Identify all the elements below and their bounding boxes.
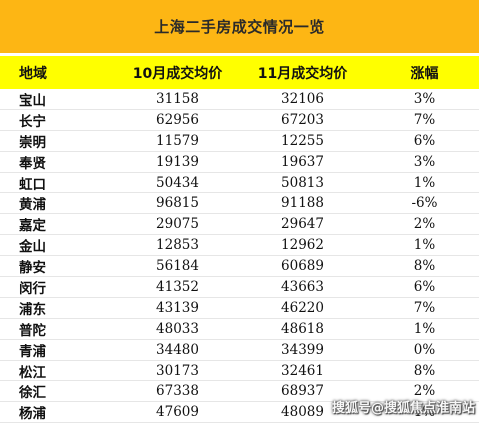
cell-nov-price: 29647 (281, 216, 324, 233)
cell-oct-price: 41352 (156, 278, 199, 295)
cell-area: 虹口 (19, 176, 46, 193)
cell-oct-price: 29075 (156, 216, 199, 233)
cell-nov-price: 19637 (281, 153, 324, 170)
cell-change: 7% (413, 299, 436, 316)
cell-area: 金山 (19, 239, 46, 256)
table-row: 杨浦 47609 48089 1% (0, 402, 479, 424)
table-row: 普陀 48033 48618 1% (0, 319, 479, 340)
cell-oct-price: 56184 (156, 258, 199, 275)
cell-oct-price: 67338 (156, 383, 199, 400)
table-row: 奉贤 19139 19637 3% (0, 152, 479, 173)
table-row: 金山 12853 12962 1% (0, 235, 479, 257)
cell-oct-price: 12853 (156, 237, 199, 254)
header-area: 地域 (19, 65, 47, 82)
cell-oct-price: 31158 (156, 90, 199, 107)
cell-area: 杨浦 (19, 406, 46, 423)
cell-nov-price: 12962 (281, 237, 324, 254)
cell-change: 1% (413, 174, 436, 191)
cell-oct-price: 34480 (156, 341, 199, 358)
cell-area: 青浦 (19, 343, 46, 360)
cell-oct-price: 11579 (156, 132, 199, 149)
cell-area: 闵行 (19, 280, 46, 297)
cell-change: 0% (413, 341, 436, 358)
header-oct-price: 10月成交均价 (132, 65, 223, 82)
cell-change: 1% (413, 237, 436, 254)
cell-nov-price: 34399 (281, 341, 324, 358)
table-row: 黄浦 96815 91188 -6% (0, 193, 479, 215)
table-row: 徐汇 67338 68937 2% (0, 381, 479, 403)
title-bar: 上海二手房成交情况一览 (0, 0, 479, 53)
table-row: 虹口 50434 50813 1% (0, 173, 479, 194)
table-row: 青浦 34480 34399 0% (0, 340, 479, 361)
cell-change: 6% (413, 132, 436, 149)
cell-oct-price: 96815 (156, 195, 199, 212)
header-change: 涨幅 (410, 65, 439, 82)
cell-change: 1% (413, 404, 436, 421)
cell-change: 8% (413, 362, 436, 379)
cell-change: 3% (413, 90, 436, 107)
watermark: 搜狐号@搜狐焦点淮南站 (331, 401, 475, 416)
cell-nov-price: 60689 (281, 258, 324, 275)
cell-change: 8% (413, 258, 436, 275)
table-row: 静安 56184 60689 8% (0, 256, 479, 278)
cell-nov-price: 32461 (281, 362, 324, 379)
cell-nov-price: 46220 (281, 299, 324, 316)
cell-nov-price: 91188 (281, 195, 324, 212)
cell-area: 徐汇 (19, 385, 46, 402)
cell-area: 静安 (19, 260, 46, 277)
cell-nov-price: 50813 (281, 174, 324, 191)
cell-area: 崇明 (19, 134, 46, 151)
cell-area: 宝山 (19, 92, 46, 109)
table-body: 宝山 31158 32106 3% 长宁 62956 67203 7% 崇明 11579 12255… (0, 89, 479, 424)
table-row: 闵行 41352 43663 6% (0, 277, 479, 298)
cell-nov-price: 12255 (281, 132, 324, 149)
cell-oct-price: 62956 (156, 111, 199, 128)
header-nov-price: 11月成交均价 (257, 65, 348, 82)
cell-change: -6% (411, 195, 438, 212)
cell-nov-price: 32106 (281, 90, 324, 107)
cell-area: 普陀 (19, 322, 46, 339)
cell-nov-price: 48618 (281, 320, 324, 337)
cell-change: 2% (413, 216, 436, 233)
cell-nov-price: 67203 (281, 111, 324, 128)
table-row: 浦东 43139 46220 7% (0, 298, 479, 319)
table-header: 地域 10月成交均价 11月成交均价 涨幅 (0, 56, 479, 89)
cell-change: 1% (413, 320, 436, 337)
cell-change: 3% (413, 153, 436, 170)
cell-change: 2% (413, 383, 436, 400)
cell-change: 7% (413, 111, 436, 128)
cell-area: 松江 (19, 364, 46, 381)
cell-oct-price: 19139 (156, 153, 199, 170)
cell-oct-price: 47609 (156, 404, 199, 421)
cell-nov-price: 48089 (281, 404, 324, 421)
cell-nov-price: 68937 (281, 383, 324, 400)
cell-oct-price: 43139 (156, 299, 199, 316)
cell-area: 黄浦 (19, 197, 46, 214)
cell-area: 浦东 (19, 301, 46, 318)
cell-nov-price: 43663 (281, 278, 324, 295)
table-row: 崇明 11579 12255 6% (0, 131, 479, 152)
page-title: 上海二手房成交情况一览 (154, 18, 325, 36)
cell-area: 嘉定 (19, 218, 46, 235)
table-row: 松江 30173 32461 8% (0, 361, 479, 382)
table-row: 嘉定 29075 29647 2% (0, 214, 479, 236)
cell-area: 奉贤 (19, 155, 46, 172)
cell-change: 6% (413, 278, 436, 295)
cell-area: 长宁 (19, 113, 46, 130)
table-row: 长宁 62956 67203 7% (0, 110, 479, 131)
cell-oct-price: 50434 (156, 174, 199, 191)
cell-oct-price: 48033 (156, 320, 199, 337)
table-row: 宝山 31158 32106 3% (0, 89, 479, 110)
cell-oct-price: 30173 (156, 362, 199, 379)
